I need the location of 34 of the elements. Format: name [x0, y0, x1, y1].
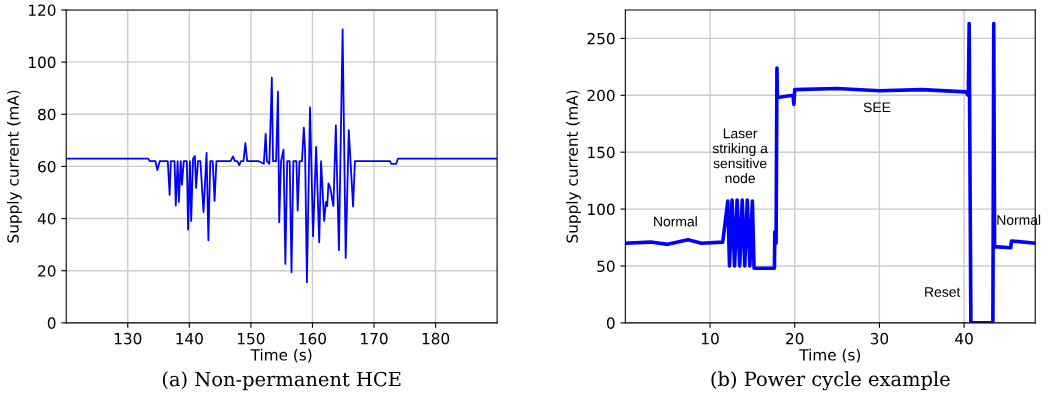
- x-tick-label: 40: [955, 332, 973, 345]
- annotation: Reset: [925, 287, 961, 297]
- y-tick-label: 40: [37, 213, 56, 225]
- y-tick-label: 50: [597, 260, 615, 272]
- y-axis-title: Supply current (mA): [566, 90, 581, 243]
- y-tick-label: 100: [29, 56, 56, 69]
- x-tick-label: 150: [237, 332, 265, 345]
- y-tick-label: 0: [47, 317, 56, 329]
- y-tick-label: 20: [38, 265, 56, 277]
- x-tick-label: 160: [299, 332, 327, 345]
- line-series: [66, 28, 498, 284]
- y-tick-label: 250: [587, 32, 615, 45]
- x-tick-label: 180: [422, 332, 450, 345]
- x-tick-label: 170: [361, 332, 388, 345]
- x-tick-label: 20: [786, 332, 804, 345]
- y-tick-label: 80: [38, 108, 56, 121]
- x-tick-label: 30: [870, 332, 889, 345]
- x-tick-label: 140: [176, 332, 203, 345]
- y-tick-label: 120: [29, 4, 56, 16]
- y-tick-label: 0: [606, 317, 615, 329]
- y-axis-title: Supply current (mA): [6, 90, 22, 243]
- x-axis-title: Time (s): [250, 348, 312, 363]
- text: (b) Power cycle example: [711, 371, 950, 391]
- annotation: Laser striking a sensitive node: [712, 128, 768, 184]
- annotation: SEE: [863, 102, 891, 113]
- y-tick-label: 150: [588, 146, 615, 159]
- y-tick-label: 100: [588, 203, 615, 216]
- y-tick-label: 60: [38, 160, 56, 173]
- y-tick-label: 200: [587, 89, 615, 102]
- x-axis-title: Time (s): [799, 348, 861, 363]
- x-tick-label: 10: [701, 332, 719, 345]
- annotation: Normal: [654, 216, 697, 227]
- text: (a) Non-permanent HCE: [162, 371, 401, 391]
- x-tick-label: 130: [114, 332, 142, 345]
